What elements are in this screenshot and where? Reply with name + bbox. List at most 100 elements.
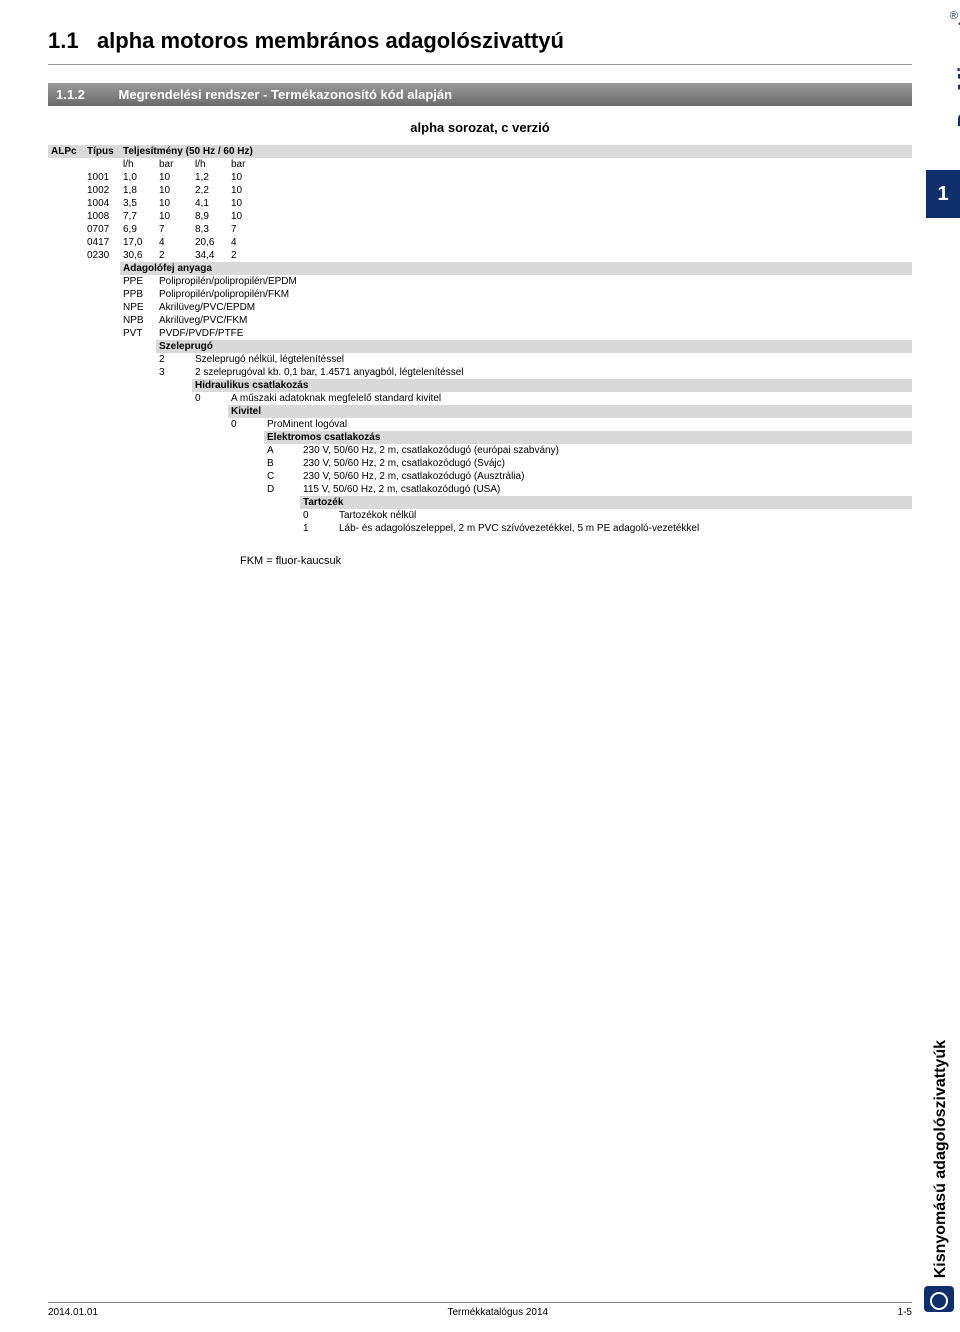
side-category-label: Kisnyomású adagolószivattyúk	[932, 1040, 950, 1278]
accessory-desc: Tartozékok nélkül	[336, 509, 912, 522]
chapter-tab: 1	[926, 170, 960, 218]
table-row: 10043,5104,110	[84, 197, 912, 210]
accessory-desc: Láb- és adagolószeleppel, 2 m PVC szívóv…	[336, 522, 912, 535]
brand-registered: ®	[950, 10, 958, 22]
row-code: 0707	[84, 223, 120, 236]
row-value: 3,5	[120, 197, 156, 210]
version-code: 0	[228, 418, 264, 431]
heading-title: alpha motoros membrános adagolószivattyú	[97, 28, 564, 53]
series-subheading: alpha sorozat, c verzió	[0, 120, 960, 135]
row-value: 1,8	[120, 184, 156, 197]
material-header: Adagolófej anyaga	[120, 262, 912, 275]
page-footer: 2014.01.01 Termékkatalógus 2014 1-5	[48, 1302, 912, 1318]
row-value: 2,2	[192, 184, 228, 197]
row-value: 30,6	[120, 249, 156, 262]
row-value: 1,2	[192, 171, 228, 184]
accessory-code: 0	[300, 509, 336, 522]
hydraulic-header: Hidraulikus csatlakozás	[192, 379, 912, 392]
row-code: 1002	[84, 184, 120, 197]
material-desc: Akrilüveg/PVC/FKM	[156, 314, 912, 327]
row-code: 1001	[84, 171, 120, 184]
table-row: PVTPVDF/PVDF/PTFE	[120, 327, 912, 340]
footer-page: 1-5	[898, 1307, 912, 1318]
unit-bar2: bar	[228, 158, 264, 171]
unit-lh1: l/h	[120, 158, 156, 171]
table-row: A230 V, 50/60 Hz, 2 m, csatlakozódugó (e…	[264, 444, 912, 457]
valve-code: 3	[156, 366, 192, 379]
row-value: 10	[156, 197, 192, 210]
top-header-row: ALPc Típus Teljesítmény (50 Hz / 60 Hz)	[48, 145, 912, 158]
table-row: 023030,6234,42	[84, 249, 912, 262]
footer-center: Termékkatalógus 2014	[447, 1307, 548, 1318]
table-row: C230 V, 50/60 Hz, 2 m, csatlakozódugó (A…	[264, 470, 912, 483]
hydraulic-desc: A műszaki adatoknak megfelelő standard k…	[228, 392, 912, 405]
row-value: 34,4	[192, 249, 228, 262]
row-value: 7	[156, 223, 192, 236]
section-bar: 1.1.2 Megrendelési rendszer - Termékazon…	[48, 83, 912, 106]
row-value: 20,6	[192, 236, 228, 249]
electrical-desc: 230 V, 50/60 Hz, 2 m, csatlakozódugó (Au…	[300, 470, 912, 483]
table-row: B230 V, 50/60 Hz, 2 m, csatlakozódugó (S…	[264, 457, 912, 470]
table-row: 041717,0420,64	[84, 236, 912, 249]
row-value: 2	[156, 249, 192, 262]
valve-code: 2	[156, 353, 192, 366]
section-number: 1.1.2	[56, 87, 85, 102]
brand-logo-text: ProMinent	[954, 20, 960, 128]
valve-desc: Szeleprugó nélkül, légtelenítéssel	[192, 353, 912, 366]
table-row: 1Láb- és adagolószeleppel, 2 m PVC szívó…	[300, 522, 912, 535]
col-alpc: ALPc	[48, 145, 84, 158]
version-desc: ProMinent logóval	[264, 418, 912, 431]
page-heading: 1.1 alpha motoros membrános adagolósziva…	[0, 0, 960, 54]
perf-units-row: l/h bar l/h bar	[120, 158, 912, 171]
unit-lh2: l/h	[192, 158, 228, 171]
material-code: NPB	[120, 314, 156, 327]
row-value: 4	[228, 236, 264, 249]
row-code: 0230	[84, 249, 120, 262]
row-value: 17,0	[120, 236, 156, 249]
row-code: 0417	[84, 236, 120, 249]
material-code: PVT	[120, 327, 156, 340]
electrical-desc: 115 V, 50/60 Hz, 2 m, csatlakozódugó (US…	[300, 483, 912, 496]
section-title: Megrendelési rendszer - Termékazonosító …	[119, 87, 453, 102]
electrical-code: B	[264, 457, 300, 470]
table-row: 10087,7108,910	[84, 210, 912, 223]
electrical-header: Elektromos csatlakozás	[264, 431, 912, 444]
material-desc: Akrilüveg/PVC/EPDM	[156, 301, 912, 314]
valve-header: Szeleprugó	[156, 340, 912, 353]
version-header: Kivitel	[228, 405, 912, 418]
table-row: PPBPolipropilén/polipropilén/FKM	[120, 288, 912, 301]
table-row: 0Tartozékok nélkül	[300, 509, 912, 522]
row-value: 7,7	[120, 210, 156, 223]
pump-category-icon	[924, 1286, 954, 1312]
row-value: 10	[228, 184, 264, 197]
row-code: 1008	[84, 210, 120, 223]
table-row: 07076,978,37	[84, 223, 912, 236]
material-code: PPB	[120, 288, 156, 301]
electrical-desc: 230 V, 50/60 Hz, 2 m, csatlakozódugó (Sv…	[300, 457, 912, 470]
table-row: 0ProMinent logóval	[228, 418, 912, 431]
material-desc: Polipropilén/polipropilén/FKM	[156, 288, 912, 301]
row-value: 6,9	[120, 223, 156, 236]
accessory-code: 1	[300, 522, 336, 535]
identcode-table: ALPc Típus Teljesítmény (50 Hz / 60 Hz) …	[48, 145, 912, 535]
table-row: 0A műszaki adatoknak megfelelő standard …	[192, 392, 912, 405]
table-row: PPEPolipropilén/polipropilén/EPDM	[120, 275, 912, 288]
electrical-code: C	[264, 470, 300, 483]
accessory-header: Tartozék	[300, 496, 912, 509]
table-row: 2Szeleprugó nélkül, légtelenítéssel	[156, 353, 912, 366]
material-code: PPE	[120, 275, 156, 288]
row-value: 10	[228, 197, 264, 210]
table-row: 32 szeleprugóval kb. 0,1 bar, 1.4571 any…	[156, 366, 912, 379]
col-perf: Teljesítmény (50 Hz / 60 Hz)	[120, 145, 912, 158]
valve-desc: 2 szeleprugóval kb. 0,1 bar, 1.4571 anya…	[192, 366, 912, 379]
heading-underline	[48, 64, 912, 65]
row-value: 10	[156, 171, 192, 184]
footer-date: 2014.01.01	[48, 1307, 98, 1318]
hydraulic-code: 0	[192, 392, 228, 405]
electrical-code: D	[264, 483, 300, 496]
row-code: 1004	[84, 197, 120, 210]
material-desc: Polipropilén/polipropilén/EPDM	[156, 275, 912, 288]
table-row: 10021,8102,210	[84, 184, 912, 197]
electrical-code: A	[264, 444, 300, 457]
row-value: 8,3	[192, 223, 228, 236]
